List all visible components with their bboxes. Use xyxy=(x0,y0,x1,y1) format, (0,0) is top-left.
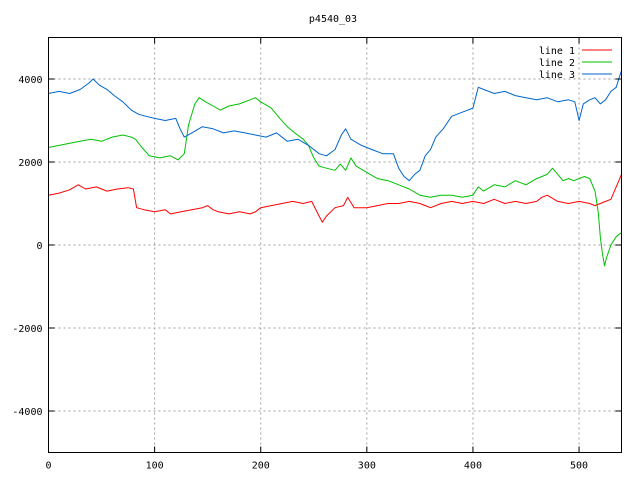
chart-title: p4540_03 xyxy=(309,14,357,25)
plot-frame xyxy=(48,37,622,453)
legend-label-1: line 1 xyxy=(539,46,575,57)
grid-lines xyxy=(48,37,622,453)
x-tick-label: 200 xyxy=(252,461,270,472)
x-tick-label: 0 xyxy=(45,461,51,472)
y-tick-label: -2000 xyxy=(12,324,42,335)
y-tick-label: -4000 xyxy=(12,407,42,418)
x-tick-label: 500 xyxy=(570,461,588,472)
legend-label-2: line 2 xyxy=(539,58,575,69)
series-line-3 xyxy=(48,70,622,182)
series-line-2 xyxy=(48,97,622,267)
x-tick-label: 400 xyxy=(464,461,482,472)
axis-ticks: 0 100 200 300 400 500 -4000 -2000 0 2000 4000 xyxy=(12,37,622,472)
y-tick-label: 4000 xyxy=(18,75,42,86)
y-tick-label: 2000 xyxy=(18,158,42,169)
series-group xyxy=(48,70,622,267)
series-line-1 xyxy=(48,174,622,223)
legend-label-3: line 3 xyxy=(539,70,575,81)
y-tick-label: 0 xyxy=(36,241,42,252)
x-tick-label: 100 xyxy=(146,461,164,472)
x-tick-label: 300 xyxy=(358,461,376,472)
